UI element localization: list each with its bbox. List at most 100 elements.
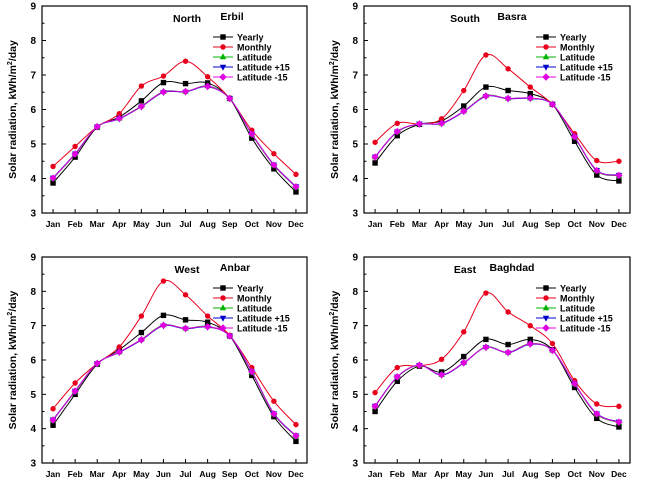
panel-region-title: North	[173, 13, 201, 25]
data-point-yearly-may	[461, 103, 467, 109]
data-point-latitude-minus15-aug	[526, 94, 534, 102]
data-point-yearly-may	[138, 329, 145, 336]
data-point-latitude-minus15-oct	[248, 367, 256, 376]
data-point-yearly-jun	[483, 336, 489, 343]
x-tick-label-aug: Aug	[522, 469, 539, 479]
data-point-yearly-jun	[160, 79, 167, 86]
data-point-yearly-dec	[616, 424, 622, 430]
data-point-monthly-dec	[616, 403, 622, 410]
x-tick-label-may: May	[455, 219, 472, 229]
data-point-latitude-minus15-dec	[615, 418, 623, 426]
panel-east: 3 4 5 6 7 8 9 Jan Feb Mar Apr May Jun Jul Aug Sep Oct Nov…	[329, 253, 631, 479]
data-point-latitude-minus15-jul	[504, 94, 512, 103]
y-tick-label: 9	[30, 2, 36, 13]
x-tick-label-mar: Mar	[412, 219, 428, 229]
x-tick-label-oct: Oct	[567, 219, 581, 229]
x-tick-label-jan: Jan	[368, 469, 383, 479]
data-point-monthly-jul	[505, 66, 511, 72]
plot-frame	[41, 256, 308, 464]
data-point-monthly-sep	[549, 340, 556, 347]
data-point-monthly-apr	[116, 110, 122, 117]
legend-entry-latitude-minus15: Latitude -15	[213, 324, 288, 334]
data-point-latitude-minus15-feb	[71, 387, 79, 395]
x-tick-label-feb: Feb	[68, 219, 83, 229]
legend-swatch-marker	[542, 73, 550, 81]
legend-label: Latitude	[560, 304, 595, 314]
data-point-latitude-minus15-sep	[226, 94, 234, 103]
y-tick-label: 3	[30, 459, 36, 470]
data-point-latitude-minus15-nov	[593, 166, 601, 175]
x-tick-label-nov: Nov	[589, 469, 605, 479]
panel-region-title: West	[175, 264, 200, 276]
y-tick-label: 4	[30, 174, 36, 185]
data-point-yearly-dec	[293, 189, 299, 195]
x-tick-label-apr: Apr	[434, 219, 449, 229]
x-tick-label-aug: Aug	[522, 219, 539, 229]
x-tick-label-aug: Aug	[199, 469, 216, 479]
data-point-monthly-may	[138, 83, 145, 89]
x-tick-label-jun: Jun	[156, 469, 171, 479]
x-tick-label-jun: Jun	[478, 219, 493, 229]
legend-entry-latitude-plus15: Latitude +15	[213, 63, 290, 73]
y-tick-label: 6	[30, 105, 36, 116]
x-tick-label-nov: Nov	[589, 219, 605, 229]
x-tick-label-dec: Dec	[288, 219, 304, 229]
panel-west: 3 4 5 6 7 8 9 Jan Feb Mar Apr May Jun Jul Aug Sep Oct Nov…	[7, 253, 308, 479]
legend-swatch-marker	[220, 285, 226, 291]
legend-entry-latitude-plus15: Latitude +15	[213, 314, 290, 324]
data-point-latitude-minus15-may	[137, 102, 146, 111]
data-point-monthly-may	[461, 87, 467, 94]
legend-entry-monthly: Monthly	[213, 43, 272, 53]
panel-city-title: Anbar	[220, 262, 250, 274]
legend-entry-latitude: Latitude	[213, 304, 272, 314]
data-point-monthly-dec	[616, 158, 622, 164]
y-tick-label: 9	[352, 253, 358, 264]
data-point-latitude-minus15-feb	[393, 373, 401, 381]
data-point-monthly-feb	[394, 120, 400, 127]
legend-label: Monthly	[560, 294, 595, 304]
y-tick-label: 4	[30, 424, 36, 435]
data-point-latitude-minus15-oct	[570, 133, 579, 141]
x-tick-label-dec: Dec	[611, 469, 627, 479]
legend-entry-monthly: Monthly	[213, 294, 272, 304]
data-point-monthly-jan	[50, 406, 56, 412]
legend-entry-latitude-minus15: Latitude -15	[536, 73, 611, 83]
data-point-yearly-dec	[293, 438, 299, 445]
y-tick-label: 8	[30, 287, 36, 298]
data-point-yearly-oct	[249, 135, 255, 141]
legend-entry-monthly: Monthly	[536, 294, 595, 304]
x-tick-label-mar: Mar	[90, 219, 106, 229]
data-point-yearly-jul	[182, 80, 189, 87]
data-point-yearly-jan	[372, 408, 378, 415]
data-point-latitude-minus15-oct	[570, 379, 579, 388]
data-point-yearly-jan	[50, 180, 56, 186]
series-line-yearly	[52, 314, 297, 442]
legend-swatch-marker	[219, 53, 227, 60]
legend-swatch-marker	[219, 304, 227, 311]
panel-city-title: Basra	[497, 11, 526, 23]
data-point-latitude-minus15-sep	[548, 346, 557, 355]
x-tick-label-dec: Dec	[288, 469, 304, 479]
x-tick-label-sep: Sep	[545, 219, 561, 229]
x-tick-label-nov: Nov	[266, 219, 282, 229]
panel-region-title: East	[454, 264, 477, 276]
data-point-latitude-minus15-may	[460, 359, 468, 367]
legend-swatch-marker	[543, 295, 549, 301]
data-point-latitude-minus15-nov	[270, 161, 278, 169]
data-point-latitude-minus15-jul	[504, 348, 512, 357]
legend-swatch-marker	[542, 53, 550, 60]
series-line-yearly	[374, 338, 620, 428]
legend-label: Latitude	[237, 53, 272, 63]
data-point-latitude-minus15-jan	[49, 416, 57, 424]
legend-swatch-marker	[219, 73, 227, 81]
y-tick-label: 5	[352, 140, 358, 151]
legend-swatch-marker	[220, 34, 226, 40]
data-point-monthly-jan	[372, 139, 378, 145]
data-point-latitude-minus15-aug	[203, 322, 212, 331]
y-tick-label: 7	[30, 71, 36, 82]
data-point-yearly-dec	[616, 178, 622, 184]
data-point-monthly-apr	[116, 344, 122, 350]
series-latitude-plus15	[49, 323, 300, 440]
